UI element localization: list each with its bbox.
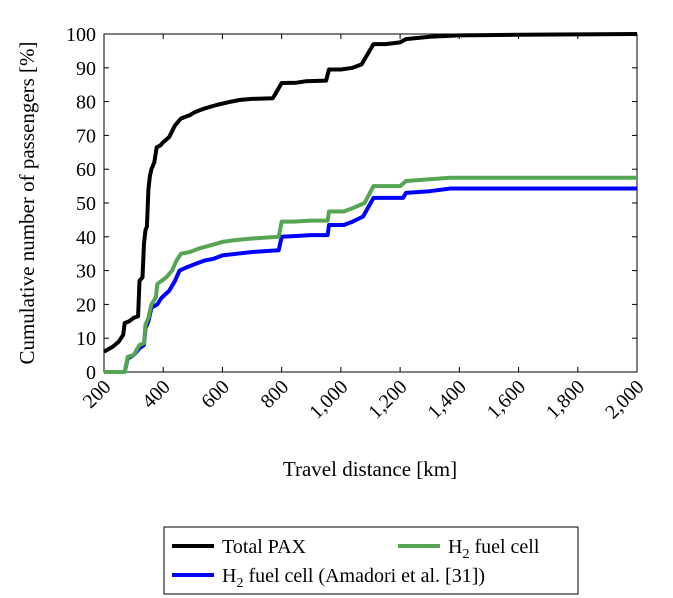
x-tick-label-1600: 1,600 <box>483 376 530 423</box>
legend-amadori-main: H <box>222 565 236 587</box>
x-axis-title: Travel distance [km] <box>283 457 457 481</box>
y-axis-title: Cumulative number of passengers [%] <box>15 41 39 364</box>
x-tick-label-1000: 1,000 <box>305 376 352 423</box>
x-tick-label-400: 400 <box>138 376 175 413</box>
series-h2-fuel-cell-amadori <box>104 186 637 374</box>
y-tick-label-50: 50 <box>76 193 96 215</box>
legend-h2-main: H <box>448 536 462 558</box>
y-tick-label-0: 0 <box>86 362 96 384</box>
y-tick-label-30: 30 <box>76 261 96 283</box>
x-tick-label-1200: 1,200 <box>364 376 411 423</box>
legend-h2-rest: fuel cell <box>469 536 539 558</box>
axis-ticks <box>103 33 638 373</box>
y-tick-label-20: 20 <box>76 294 96 316</box>
y-tick-label-100: 100 <box>66 24 96 46</box>
series-layer <box>103 32 638 374</box>
legend-label-total-pax: Total PAX <box>222 536 307 558</box>
legend-amadori-sub: 2 <box>236 576 243 591</box>
legend-box <box>163 526 579 595</box>
tick-labels: 200 400 600 800 1,000 1,200 1,400 1,600 1,800 2,0… <box>66 24 649 423</box>
legend-amadori-rest: fuel cell (Amadori et al. [31]) <box>243 565 485 587</box>
y-tick-label-70: 70 <box>76 125 96 147</box>
legend-label-amadori: H2 fuel cell (Amadori et al. [31]) <box>222 565 485 591</box>
y-tick-label-90: 90 <box>76 58 96 80</box>
x-tick-label-1800: 1,800 <box>542 376 589 423</box>
x-tick-label-2000: 2,000 <box>601 376 648 423</box>
legend: Total PAX H2 fuel cell H2 fuel cell (Ama… <box>163 526 579 595</box>
series-h2-fuel-cell <box>104 175 637 374</box>
y-tick-label-40: 40 <box>76 227 96 249</box>
legend-label-h2-fuel-cell: H2 fuel cell <box>448 536 540 562</box>
x-tick-label-800: 800 <box>256 376 293 413</box>
x-tick-label-600: 600 <box>197 376 234 413</box>
series-total-pax <box>103 32 638 354</box>
y-tick-label-10: 10 <box>76 328 96 350</box>
y-tick-label-60: 60 <box>76 159 96 181</box>
x-tick-label-200: 200 <box>79 376 116 413</box>
x-tick-label-1400: 1,400 <box>423 376 470 423</box>
legend-h2-sub: 2 <box>462 547 469 562</box>
y-tick-label-80: 80 <box>76 92 96 114</box>
